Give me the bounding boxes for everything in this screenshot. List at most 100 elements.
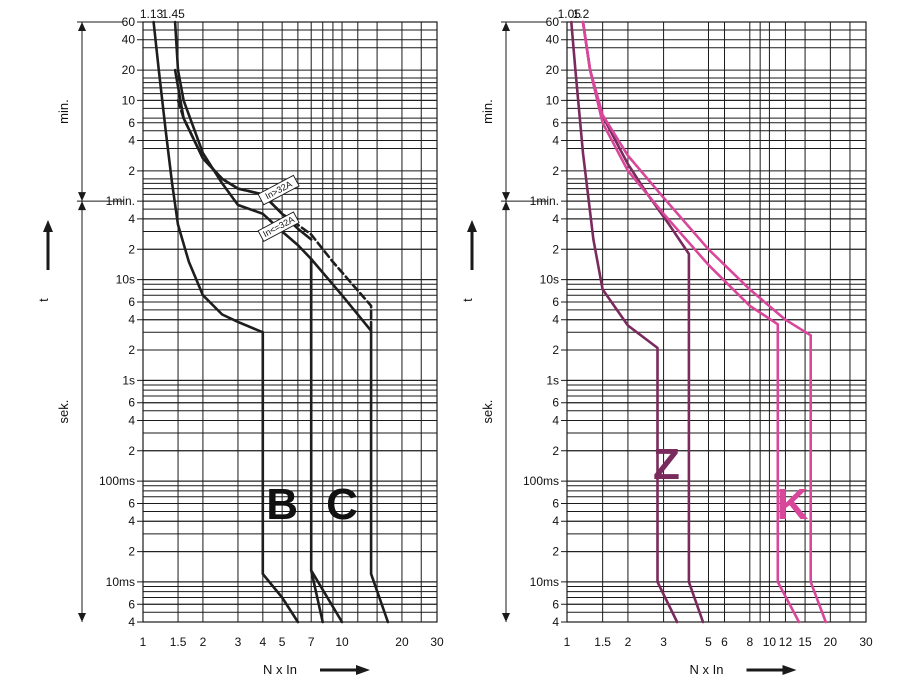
y-tick-label: 4	[128, 413, 135, 427]
curve-b	[309, 569, 324, 624]
top-label: 1.45	[161, 7, 185, 21]
arrowhead-right-icon	[356, 665, 370, 675]
unit-label: sek.	[480, 400, 495, 424]
top-label: 1.05	[558, 7, 582, 21]
in-rating-tag: In>32A	[257, 174, 300, 206]
arrowhead-up-icon	[78, 201, 86, 211]
unit-label: min.	[480, 99, 495, 124]
x-tick-label: 10	[335, 635, 349, 649]
x-tick-label: 3	[660, 635, 667, 649]
x-tick-label: 30	[430, 635, 444, 649]
curve-b	[261, 331, 300, 624]
arrowhead-up-icon	[43, 220, 53, 232]
curve-label-z: Z	[653, 440, 680, 489]
y-tick-label: 2	[552, 164, 559, 178]
y-tick-label: 10	[122, 93, 136, 107]
plot-frame	[566, 21, 867, 623]
x-tick-label: 1.5	[594, 635, 611, 649]
curve-label-b: B	[266, 480, 298, 529]
y-tick-label: 6	[128, 116, 135, 130]
x-tick-label: 2	[200, 635, 207, 649]
y-tick-label: 6	[128, 597, 135, 611]
x-tick-label: 3	[235, 635, 242, 649]
arrowhead-up-icon	[502, 201, 510, 211]
y-tick-label: 6	[552, 396, 559, 410]
y-tick-label: 60	[546, 15, 560, 29]
x-tick-label: 10	[763, 635, 777, 649]
y-tick-label: 6	[552, 295, 559, 309]
x-tick-label: 6	[721, 635, 728, 649]
curve-label-k: K	[777, 480, 809, 529]
y-tick-label: 4	[128, 615, 135, 629]
arrowhead-up-icon	[502, 22, 510, 31]
y-tick-label: 10ms	[530, 575, 559, 589]
curve-k	[581, 20, 801, 624]
arrowhead-down-icon	[78, 613, 86, 622]
curve-z	[570, 20, 679, 624]
arrowhead-down-icon	[502, 192, 510, 202]
y-tick-label: 6	[552, 496, 559, 510]
y-tick-label: 1s	[122, 373, 135, 387]
y-tick-label: 4	[552, 313, 559, 327]
tag-box	[257, 211, 300, 242]
y-tick-label: 2	[128, 242, 135, 256]
y-tick-label: 4	[552, 134, 559, 148]
y-tick-label: 100ms	[99, 474, 135, 488]
x-tick-label: 1	[564, 635, 571, 649]
y-tick-label: 4	[552, 212, 559, 226]
y-tick-label: 4	[128, 313, 135, 327]
tag-text: In>32A	[264, 179, 294, 201]
x-axis-label: N x In	[263, 662, 297, 677]
top-label: 1.13	[140, 7, 164, 21]
x-tick-label: 7	[308, 635, 315, 649]
curve-c-dashed	[176, 99, 373, 333]
bc-chart-panel: 60 40 20 10 6 4 2 1 min. 4 2 10s 6 4 2 1s 6 4 2 100ms 6 4 2 10m…	[36, 7, 444, 677]
unit-label: min.	[56, 99, 71, 124]
x-tick-label: 20	[395, 635, 409, 649]
y-tick-label: 2	[128, 545, 135, 559]
arrowhead-up-icon	[78, 22, 86, 31]
unit-label: sek.	[56, 400, 71, 424]
y-tick-label: 2	[128, 343, 135, 357]
top-label: 1.2	[573, 7, 590, 21]
y-tick-label: 6	[128, 396, 135, 410]
y-tick-label: 10s	[116, 273, 135, 287]
curve-b	[173, 20, 313, 356]
y-tick-label: 60	[122, 15, 136, 29]
x-tick-label: 8	[746, 635, 753, 649]
y-tick-label: 2	[552, 545, 559, 559]
y-tick-label: 10	[546, 93, 560, 107]
curve-label-c: C	[326, 480, 358, 529]
zk-chart-panel: 60 40 20 10 6 4 2 1 min. 4 2 10s 6 4 2 1s 6 4 2 100ms 6 4 2 10m…	[460, 7, 873, 677]
arrowhead-down-icon	[78, 192, 86, 202]
y-tick-label: 2	[128, 444, 135, 458]
x-tick-label: 15	[798, 635, 812, 649]
y-tick-label: 20	[122, 63, 136, 77]
y-tick-label: 20	[546, 63, 560, 77]
y-tick-label: 6	[128, 295, 135, 309]
curve-c	[309, 257, 373, 333]
y-tick-label: 4	[552, 514, 559, 528]
y-tick-label: 1s	[546, 373, 559, 387]
x-tick-label: 2	[625, 635, 632, 649]
y-axis-label: t	[460, 298, 475, 302]
plot-frame	[142, 21, 438, 623]
y-tick-label: 2	[552, 343, 559, 357]
y-tick-label: 4	[128, 212, 135, 226]
x-tick-label: 5	[279, 635, 286, 649]
y-tick-label: 2	[552, 242, 559, 256]
x-axis-label: N x In	[690, 662, 724, 677]
y-tick-label: 6	[552, 597, 559, 611]
x-tick-label: 30	[859, 635, 873, 649]
tag-box	[257, 174, 300, 206]
y-axis-label: t	[36, 298, 51, 302]
arrowhead-down-icon	[502, 613, 510, 622]
y-tick-label: 4	[128, 134, 135, 148]
y-tick-label: 4	[552, 615, 559, 629]
x-tick-label: 5	[705, 635, 712, 649]
x-tick-label: 1	[140, 635, 147, 649]
curve-b	[152, 20, 265, 334]
y-tick-label: 10ms	[106, 575, 135, 589]
x-tick-label: 20	[824, 635, 838, 649]
